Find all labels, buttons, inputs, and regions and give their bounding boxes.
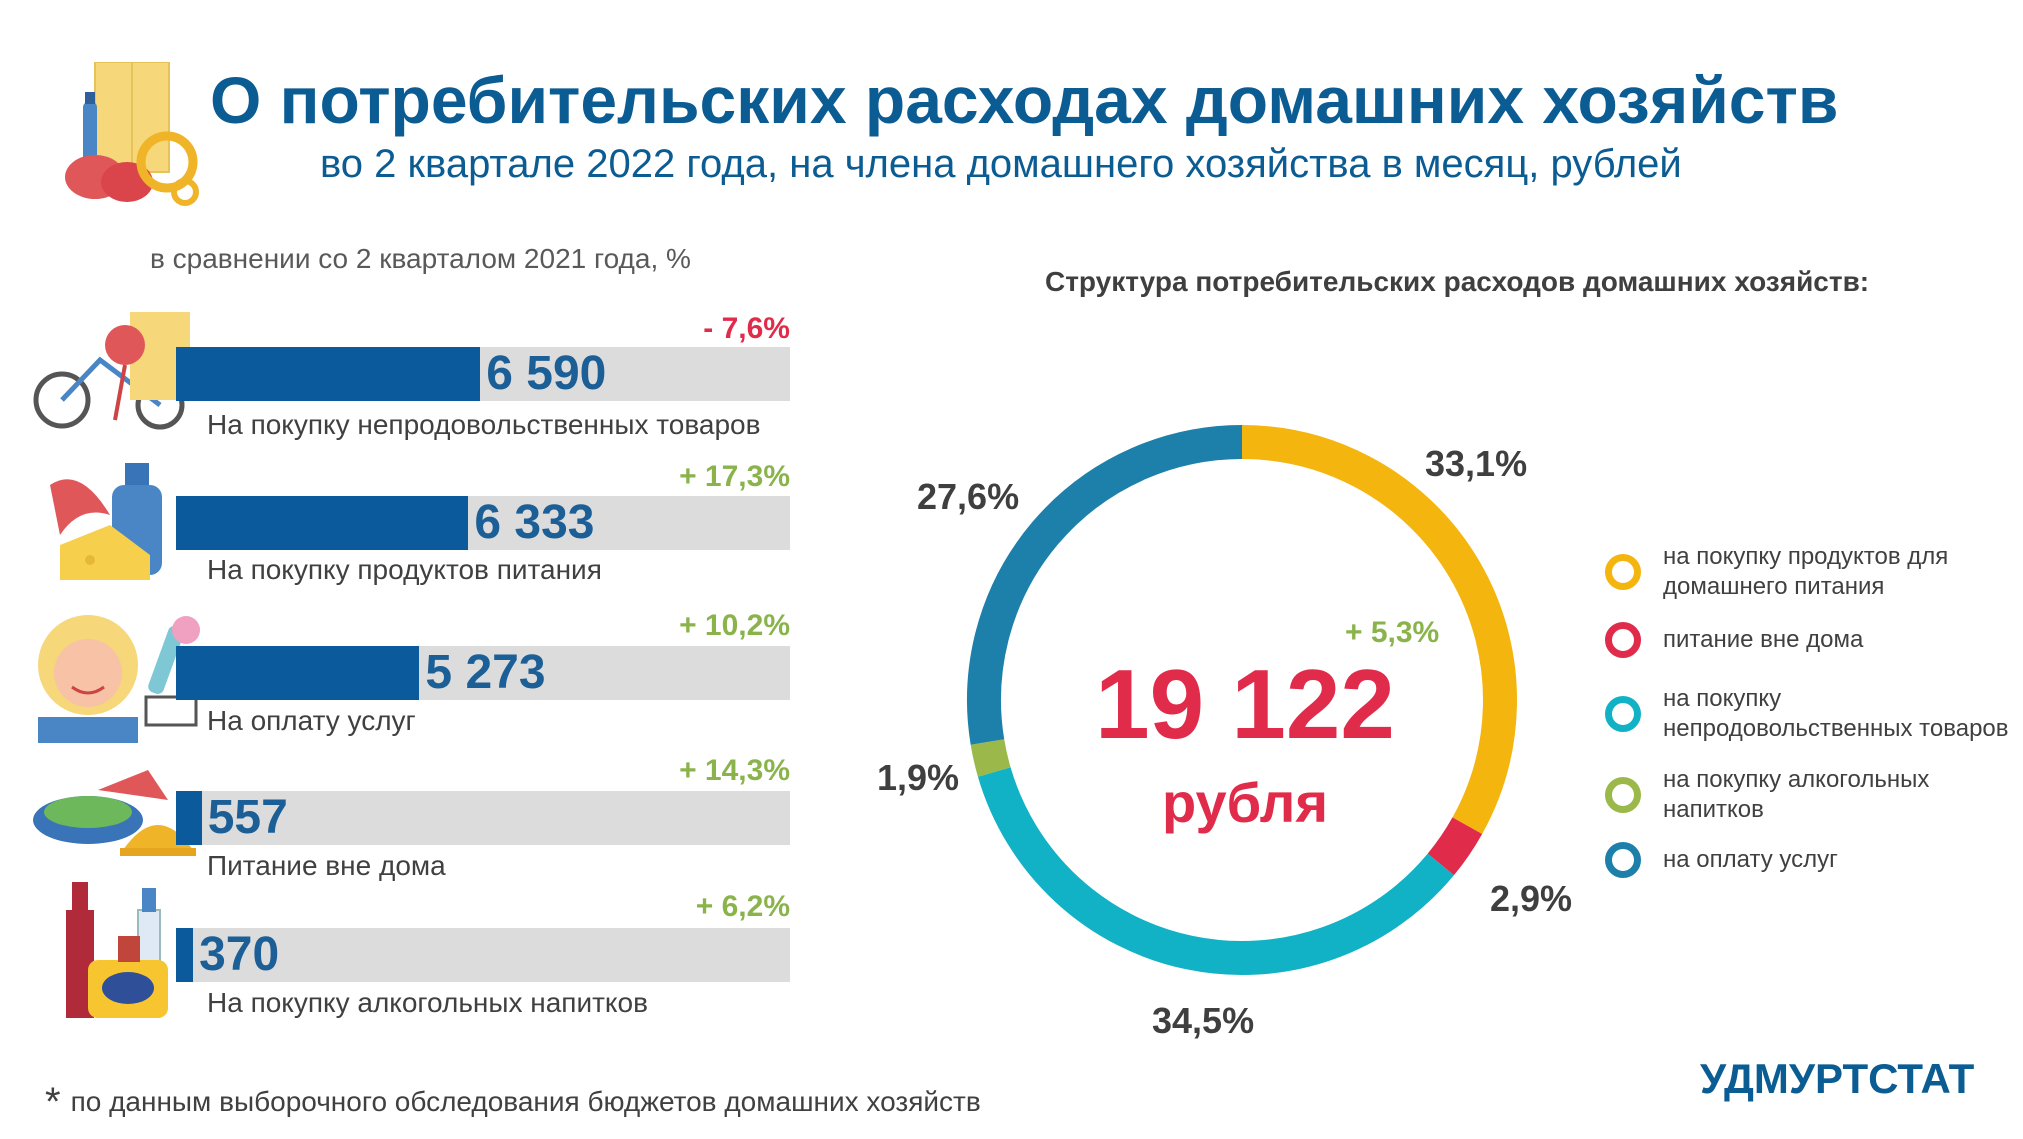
footnote-text: по данным выборочного обследования бюдже… — [70, 1086, 981, 1117]
bar-category-label: На оплату услуг — [207, 705, 416, 736]
legend-swatch-ring — [1605, 696, 1641, 732]
bar-value-label: 370 — [199, 928, 280, 981]
bar — [176, 347, 481, 401]
legend-swatch-ring — [1605, 777, 1641, 813]
bar-change-label: + 6,2% — [695, 890, 790, 923]
slice-label-food: 33,1% — [1425, 443, 1528, 484]
bar — [176, 646, 420, 700]
bar-category-label: На покупку непродовольственных товаров — [207, 409, 761, 440]
legend-swatch-ring — [1605, 554, 1641, 590]
bar-track — [176, 928, 790, 982]
comparison-note: в сравнении со 2 кварталом 2021 года, % — [150, 243, 691, 274]
page-subtitle: во 2 квартале 2022 года, на члена домашн… — [320, 142, 1682, 186]
brand-logo-text: УДМУРТСТАТ — [1700, 1055, 1975, 1102]
alcohol-icon — [66, 882, 168, 1018]
bar-change-label: + 14,3% — [679, 754, 790, 787]
legend-item: на покупку непродовольственных товаров — [1605, 684, 2023, 744]
legend-swatch-ring — [1605, 842, 1641, 878]
bar-category-label: На покупку продуктов питания — [207, 554, 602, 585]
legend-item: на покупку алкогольных напитков — [1605, 765, 2023, 825]
legend-item: на оплату услуг — [1605, 842, 2023, 878]
donut-slice — [977, 767, 1454, 975]
bar-value-label: 6 333 — [474, 496, 595, 549]
slice-label-nonfood: 34,5% — [1152, 1000, 1255, 1041]
slice-label-services: 27,6% — [917, 476, 1020, 517]
slice-label-alcohol: 1,9% — [877, 757, 960, 798]
bar — [176, 496, 469, 550]
legend-label: на покупку алкогольных напитков — [1663, 766, 1930, 823]
bar-value-label: 5 273 — [425, 646, 546, 699]
page-title: О потребительских расходах домашних хозя… — [210, 63, 1839, 137]
bar-change-label: - 7,6% — [703, 312, 790, 345]
footnote: * по данным выборочного обследования бюдж… — [45, 1080, 981, 1125]
grocery-icon — [65, 62, 199, 206]
bar-value-label: 6 590 — [486, 347, 607, 400]
bar — [176, 928, 194, 982]
legend-item: на покупку продуктов для домашнего питан… — [1605, 542, 2023, 602]
donut-slice — [1241, 425, 1517, 834]
bar-change-label: + 17,3% — [679, 460, 790, 493]
food-products-icon — [50, 463, 162, 580]
donut-center-change: + 5,3% — [1345, 616, 1440, 649]
bar-category-label: На покупку алкогольных напитков — [207, 987, 648, 1018]
donut-center-unit: рубля — [1161, 771, 1329, 834]
legend-label: на покупку продуктов для домашнего питан… — [1663, 543, 1949, 600]
structure-title: Структура потребительских расходов домаш… — [1045, 266, 1870, 297]
legend-label: питание вне дома — [1663, 626, 1864, 653]
bar-value-label: 557 — [207, 791, 288, 844]
legend-item: питание вне дома — [1605, 622, 2023, 658]
slice-label-eating-out: 2,9% — [1490, 878, 1573, 919]
eating-out-icon — [33, 770, 196, 856]
donut-center-total: 19 122 — [1095, 649, 1395, 759]
bar-category-label: Питание вне дома — [207, 850, 446, 881]
services-icon — [38, 615, 200, 743]
donut-slice — [967, 425, 1243, 745]
donut-slice — [1427, 817, 1483, 876]
bar — [176, 791, 202, 845]
legend-label: на покупку непродовольственных товаров — [1663, 685, 2009, 742]
bar-change-label: + 10,2% — [679, 609, 790, 642]
legend-swatch-ring — [1605, 622, 1641, 658]
donut-slice — [970, 738, 1011, 777]
bar-track — [176, 791, 790, 845]
footnote-star: * — [45, 1080, 61, 1124]
legend-label: на оплату услуг — [1663, 846, 1838, 873]
